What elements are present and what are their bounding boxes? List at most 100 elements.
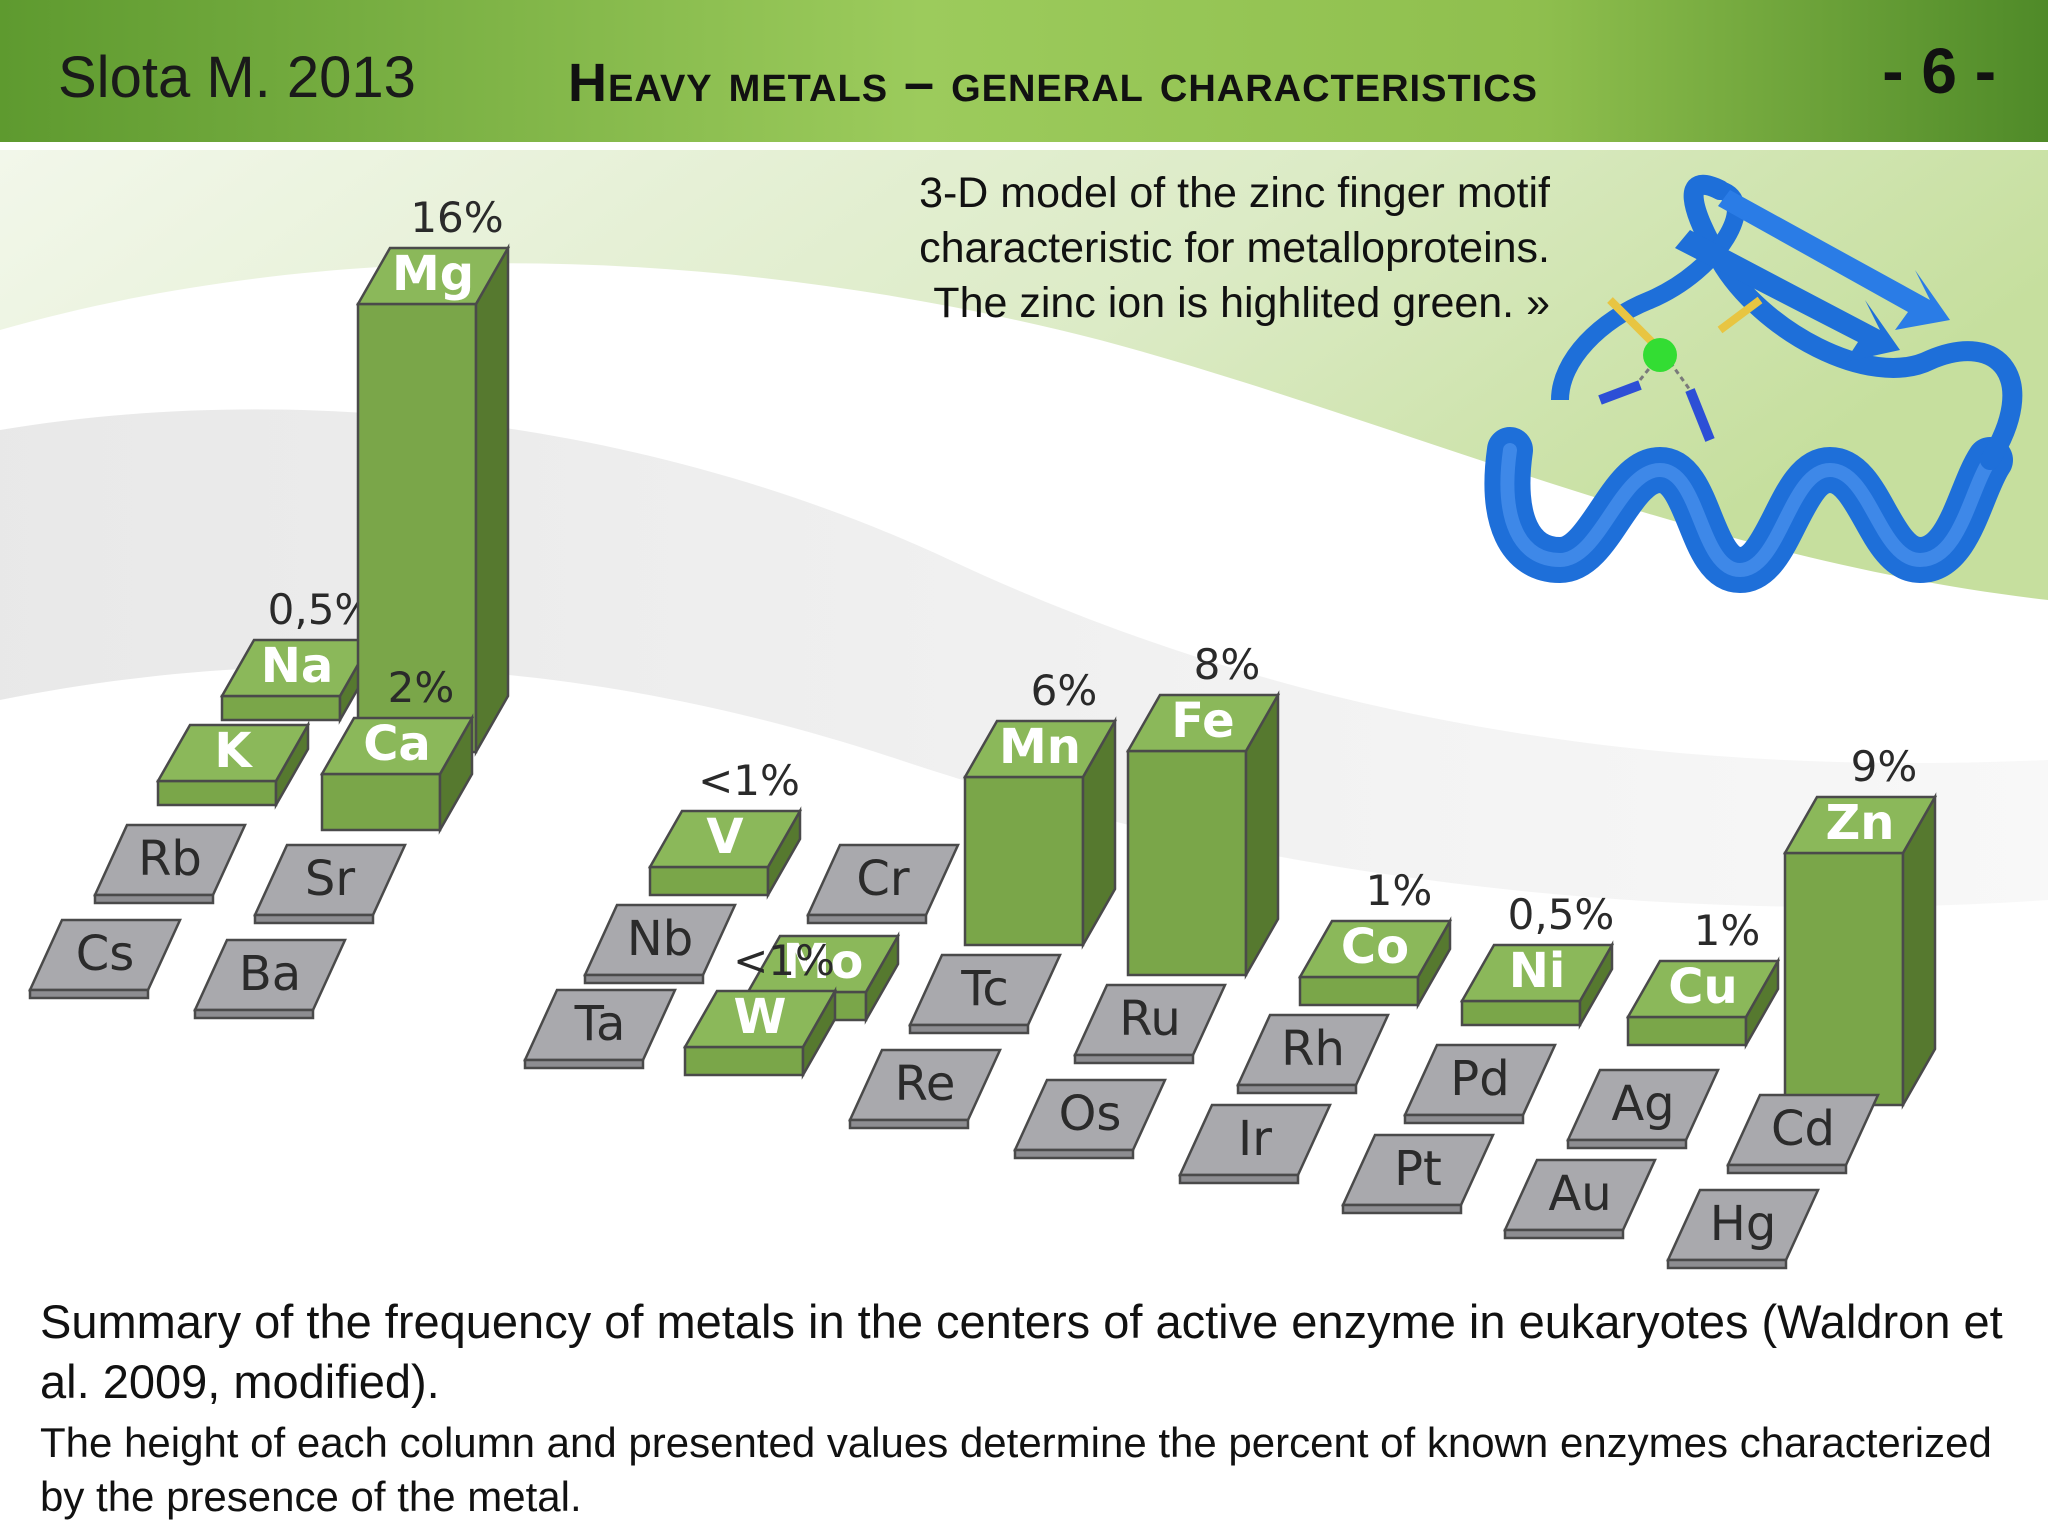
author-label: Slota M. 2013 bbox=[58, 45, 416, 110]
bar-symbol: K bbox=[214, 723, 253, 779]
element-symbol: Ru bbox=[1119, 991, 1181, 1047]
element-symbol: Au bbox=[1548, 1166, 1611, 1222]
element-symbol: Ag bbox=[1611, 1076, 1674, 1132]
tile-edge bbox=[583, 973, 705, 985]
bar-symbol: Co bbox=[1341, 919, 1409, 975]
slide-header: Slota M. 2013 Heavy metals – general cha… bbox=[0, 0, 2048, 142]
element-symbol: Pd bbox=[1450, 1051, 1509, 1107]
bar-front bbox=[1126, 749, 1248, 977]
bar-front bbox=[220, 694, 342, 722]
bar-w: W<1% bbox=[682, 936, 838, 1080]
tile-edge bbox=[908, 1023, 1030, 1035]
bar-front bbox=[1298, 975, 1420, 1007]
tile-edge bbox=[806, 913, 928, 925]
tile-edge bbox=[523, 1058, 645, 1070]
tile-edge bbox=[1178, 1173, 1300, 1185]
element-symbol: Hg bbox=[1710, 1196, 1777, 1252]
element-symbol: Tc bbox=[960, 961, 1009, 1017]
tile-edge bbox=[1013, 1148, 1135, 1160]
element-symbol: Nb bbox=[627, 911, 693, 967]
bar-ca: Ca2% bbox=[319, 663, 475, 835]
bar-mn: Mn6% bbox=[962, 666, 1118, 950]
bar-front bbox=[1783, 851, 1905, 1107]
bar-front bbox=[1460, 999, 1582, 1027]
element-symbol: Cr bbox=[856, 851, 910, 907]
bar-value-label: 6% bbox=[1031, 666, 1098, 715]
bar-fe: Fe8% bbox=[1125, 640, 1281, 980]
zinc-finger-protein-model-icon bbox=[1484, 174, 2023, 594]
page-number: - 6 - bbox=[1882, 35, 1996, 107]
bar-top bbox=[355, 246, 511, 306]
bar-symbol: V bbox=[706, 809, 743, 865]
bar-side bbox=[474, 243, 510, 757]
bar-front bbox=[963, 775, 1085, 947]
bar-value-label: 1% bbox=[1694, 906, 1761, 955]
element-tile-sr: Sr bbox=[253, 843, 407, 925]
caption-line-3: The zinc ion is highlited green. » bbox=[933, 279, 1550, 327]
element-tile-cd: Cd bbox=[1726, 1093, 1880, 1175]
tile-edge bbox=[1236, 1083, 1358, 1095]
element-symbol: Cs bbox=[76, 926, 135, 982]
bar-co: Co1% bbox=[1297, 866, 1453, 1010]
element-symbol: Rh bbox=[1281, 1021, 1345, 1077]
bar-value-label: <1% bbox=[733, 936, 835, 985]
element-tile-rb: Rb bbox=[93, 823, 247, 905]
bar-top bbox=[1297, 919, 1453, 979]
element-tile-ru: Ru bbox=[1073, 983, 1227, 1065]
bar-top bbox=[1625, 959, 1781, 1019]
bar-symbol: Ca bbox=[363, 716, 431, 772]
tile-edge bbox=[1503, 1228, 1625, 1240]
element-tile-os: Os bbox=[1013, 1078, 1167, 1160]
bar-value-label: <1% bbox=[698, 756, 800, 805]
element-tile-cs: Cs bbox=[28, 918, 182, 1000]
element-symbol: Cd bbox=[1771, 1101, 1835, 1157]
tile-edge bbox=[1666, 1258, 1788, 1270]
bar-top bbox=[962, 719, 1118, 779]
tile-edge bbox=[193, 1008, 315, 1020]
element-tile-hg: Hg bbox=[1666, 1188, 1820, 1270]
bar-value-label: 2% bbox=[388, 663, 455, 712]
bar-top bbox=[682, 989, 838, 1049]
bar-symbol: Fe bbox=[1171, 693, 1234, 749]
bar-front bbox=[320, 772, 442, 832]
bar-front bbox=[683, 1045, 805, 1077]
tile-edge bbox=[93, 893, 215, 905]
element-tile-nb: Nb bbox=[583, 903, 737, 985]
element-tile-au: Au bbox=[1503, 1158, 1657, 1240]
tile-edge bbox=[1403, 1113, 1525, 1125]
tile-edge bbox=[1341, 1203, 1463, 1215]
bar-symbol: Zn bbox=[1826, 795, 1895, 851]
element-tile-pt: Pt bbox=[1341, 1133, 1495, 1215]
element-tile-ag: Ag bbox=[1566, 1068, 1720, 1150]
slide-title: Heavy metals – general characteristics bbox=[568, 53, 1538, 113]
element-symbol: Pt bbox=[1394, 1141, 1442, 1197]
element-symbol: Re bbox=[895, 1056, 956, 1112]
bar-v: V<1% bbox=[647, 756, 803, 900]
element-tile-re: Re bbox=[848, 1048, 1002, 1130]
element-tile-pd: Pd bbox=[1403, 1043, 1557, 1125]
bar-k: K bbox=[155, 720, 311, 810]
bar-symbol: Mg bbox=[392, 246, 474, 302]
bar-value-label: 8% bbox=[1194, 640, 1261, 689]
bar-ni: Ni0,5% bbox=[1459, 890, 1615, 1030]
bar-symbol: Mo bbox=[783, 934, 864, 990]
element-symbol: Rb bbox=[138, 831, 202, 887]
chart-summary: Summary of the frequency of metals in th… bbox=[40, 1295, 2003, 1408]
bar-value-label: 0,5% bbox=[268, 585, 375, 634]
element-tile-cr: Cr bbox=[806, 843, 960, 925]
bar-value-label: 1% bbox=[1366, 866, 1433, 915]
bar-top bbox=[155, 723, 311, 783]
bar-na: Na0,5% bbox=[219, 585, 375, 725]
caption-line-1: 3-D model of the zinc finger motif bbox=[919, 169, 1550, 217]
tile-edge bbox=[1073, 1053, 1195, 1065]
element-symbol: Os bbox=[1059, 1086, 1122, 1142]
caption-line-2: characteristic for metalloproteins. bbox=[919, 224, 1550, 272]
bar-symbol: Cu bbox=[1668, 959, 1737, 1015]
element-tile-ta: Ta bbox=[523, 988, 677, 1070]
bar-top bbox=[1782, 795, 1938, 855]
bar-top bbox=[1459, 943, 1615, 1003]
